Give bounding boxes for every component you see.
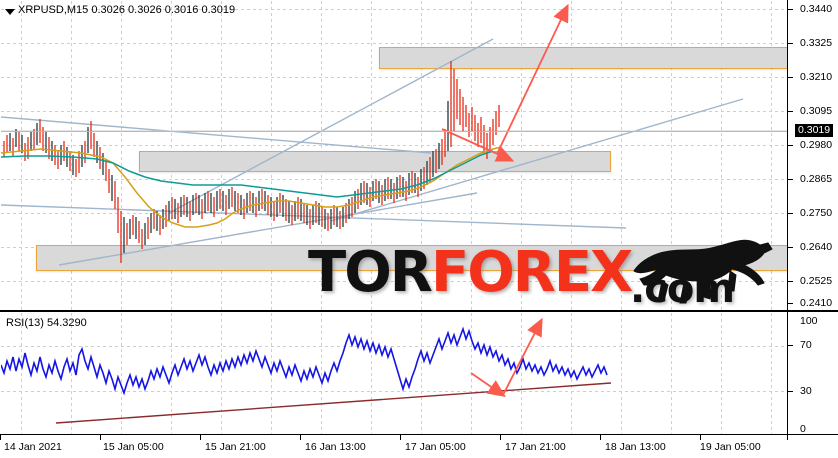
price-chart-panel[interactable]: XRPUSD,M15 0.3026 0.3026 0.3016 0.3019 0… — [0, 0, 838, 311]
price-tick — [788, 179, 793, 180]
forecast-down-arrow — [441, 128, 515, 162]
time-axis-label: 18 Jan 13:00 — [605, 441, 666, 453]
price-tick — [788, 43, 793, 44]
time-axis: 14 Jan 2021 15 Jan 05:00 15 Jan 21:00 16… — [0, 435, 838, 458]
price-axis-label: 0.3095 — [800, 105, 833, 117]
caret-down-icon[interactable] — [5, 9, 15, 15]
rsi-series — [1, 326, 612, 424]
forecast-up-arrow — [496, 3, 569, 155]
current-price-line — [1, 131, 788, 132]
rsi-axis-label: 100 — [800, 315, 818, 327]
time-axis-label: 19 Jan 05:00 — [700, 441, 761, 453]
price-tick — [788, 77, 793, 78]
price-axis-divider — [787, 0, 788, 310]
price-axis-label: 0.3440 — [800, 3, 833, 15]
rsi-up-arrow — [502, 317, 543, 396]
price-tick — [788, 281, 793, 282]
price-axis-label: 0.2750 — [800, 207, 833, 219]
price-tick — [788, 111, 793, 112]
time-axis-label: 16 Jan 13:00 — [305, 441, 366, 453]
rsi-header: RSI(13) 54.3290 — [6, 317, 87, 329]
price-bars — [3, 61, 500, 263]
rsi-down-arrow — [470, 372, 506, 398]
sma-line — [1, 146, 502, 228]
upper-supply-zone — [379, 47, 788, 69]
time-axis-label: 14 Jan 2021 — [4, 441, 62, 453]
price-tick — [788, 145, 793, 146]
mid-resistance-zone — [139, 151, 611, 172]
price-plot-area[interactable] — [1, 1, 788, 310]
price-tick — [788, 247, 793, 248]
price-tick — [788, 9, 793, 10]
price-tick — [788, 303, 793, 304]
price-axis-label: 0.2980 — [800, 139, 833, 151]
price-axis-label: 0.3325 — [800, 37, 833, 49]
price-axis-label: 0.2865 — [800, 173, 833, 185]
rsi-line — [1, 326, 608, 396]
rsi-plot-area[interactable] — [1, 313, 788, 434]
time-axis-label: 15 Jan 05:00 — [103, 441, 164, 453]
rsi-forecast-arrows — [470, 317, 543, 398]
time-axis-label: 17 Jan 05:00 — [405, 441, 466, 453]
rsi-axis-label: 30 — [800, 385, 812, 397]
price-axis-label: 0.2525 — [800, 275, 833, 287]
price-tick — [788, 213, 793, 214]
rsi-indicator-panel[interactable]: RSI(13) 54.3290 100 70 30 0 — [0, 311, 838, 435]
rsi-tick — [788, 391, 793, 392]
time-axis-label: 15 Jan 21:00 — [205, 441, 266, 453]
rsi-tick — [788, 345, 793, 346]
price-axis-label: 0.2410 — [800, 297, 833, 309]
time-axis-label: 17 Jan 21:00 — [505, 441, 566, 453]
symbol-header: XRPUSD,M15 0.3026 0.3026 0.3016 0.3019 — [18, 4, 236, 16]
rsi-axis-divider — [787, 312, 788, 434]
price-axis-label: 0.2640 — [800, 241, 833, 253]
ema-line — [1, 150, 494, 198]
price-axis-label: 0.3210 — [800, 71, 833, 83]
current-price-tag: 0.3019 — [795, 124, 834, 137]
moving-averages — [1, 146, 502, 228]
rsi-axis-label: 0 — [800, 423, 806, 435]
rsi-axis-label: 70 — [800, 339, 812, 351]
rsi-trendline — [55, 382, 612, 424]
price-forecast-arrows — [441, 3, 569, 162]
